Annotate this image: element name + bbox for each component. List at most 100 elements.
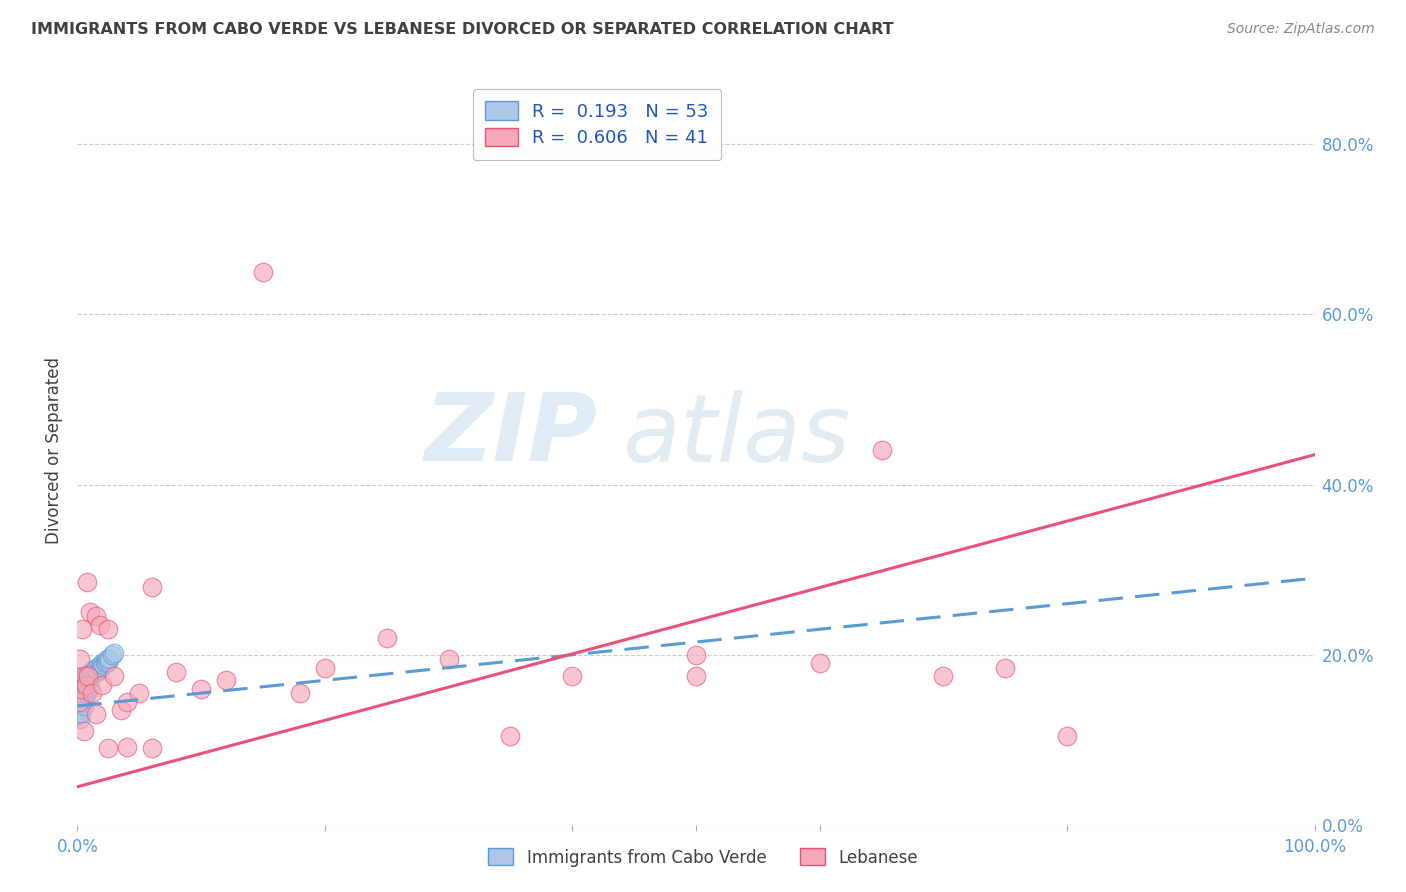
Point [69,703,91,717]
Point [96,652,118,666]
Point [77,672,100,686]
Point [499,729,522,743]
Text: Source: ZipAtlas.com: Source: ZipAtlas.com [1227,22,1375,37]
Point [73,669,96,683]
Point [98,652,121,666]
Point [141,580,163,594]
Point [870,443,893,458]
Point [165,665,187,679]
Point [103,669,125,683]
Point [80,665,103,679]
Text: IMMIGRANTS FROM CABO VERDE VS LEBANESE DIVORCED OR SEPARATED CORRELATION CHART: IMMIGRANTS FROM CABO VERDE VS LEBANESE D… [31,22,894,37]
Text: atlas: atlas [621,390,851,481]
Point [70,678,93,692]
Point [561,669,583,683]
Point [72,675,94,690]
Point [87,663,110,677]
Point [252,265,274,279]
Point [69,692,91,706]
Point [72,622,94,636]
Point [90,660,112,674]
Point [82,663,104,677]
Point [67,692,90,706]
Point [79,680,101,694]
Point [76,669,98,683]
Point [77,683,100,698]
Point [72,686,94,700]
Point [97,655,120,669]
Point [84,707,107,722]
Point [128,686,150,700]
Point [76,681,98,696]
Point [70,690,93,705]
Point [79,605,101,619]
Point [72,669,94,683]
Point [75,678,97,692]
Legend: R =  0.193   N = 53, R =  0.606   N = 41: R = 0.193 N = 53, R = 0.606 N = 41 [472,88,721,160]
Point [70,673,93,688]
Point [437,652,460,666]
Point [91,658,114,673]
Point [375,631,398,645]
Point [89,618,111,632]
Point [73,672,96,686]
Point [70,697,93,711]
Point [73,690,96,705]
Point [72,698,94,713]
Point [67,700,90,714]
Point [72,678,94,692]
Point [86,665,108,679]
Point [91,678,114,692]
Point [1056,729,1078,743]
Point [97,622,120,636]
Point [215,673,238,688]
Point [115,739,138,754]
Point [73,680,96,694]
Point [932,669,955,683]
Point [115,695,138,709]
Point [75,675,97,690]
Point [67,686,90,700]
Legend: Immigrants from Cabo Verde, Lebanese: Immigrants from Cabo Verde, Lebanese [478,838,928,877]
Point [79,666,101,681]
Y-axis label: Divorced or Separated: Divorced or Separated [45,357,63,544]
Point [101,648,124,662]
Point [69,697,91,711]
Point [72,681,94,696]
Point [69,652,91,666]
Point [76,575,98,590]
Point [314,660,336,674]
Point [84,609,107,624]
Point [72,724,94,739]
Point [89,658,111,673]
Point [72,689,94,703]
Point [110,703,132,717]
Point [994,660,1017,674]
Point [69,680,91,694]
Point [70,706,93,720]
Point [82,666,104,681]
Point [77,669,100,683]
Point [685,669,707,683]
Text: ZIP: ZIP [425,390,598,482]
Point [72,695,94,709]
Point [94,657,117,671]
Point [67,695,90,709]
Point [97,741,120,756]
Point [70,683,93,698]
Point [84,660,107,674]
Point [685,648,707,662]
Point [83,663,105,677]
Point [75,686,97,700]
Point [91,657,114,671]
Point [141,741,163,756]
Point [67,707,90,722]
Point [70,681,93,696]
Point [190,681,212,696]
Point [288,686,311,700]
Point [69,686,91,700]
Point [93,655,115,669]
Point [69,712,91,726]
Point [808,657,831,671]
Point [82,686,104,700]
